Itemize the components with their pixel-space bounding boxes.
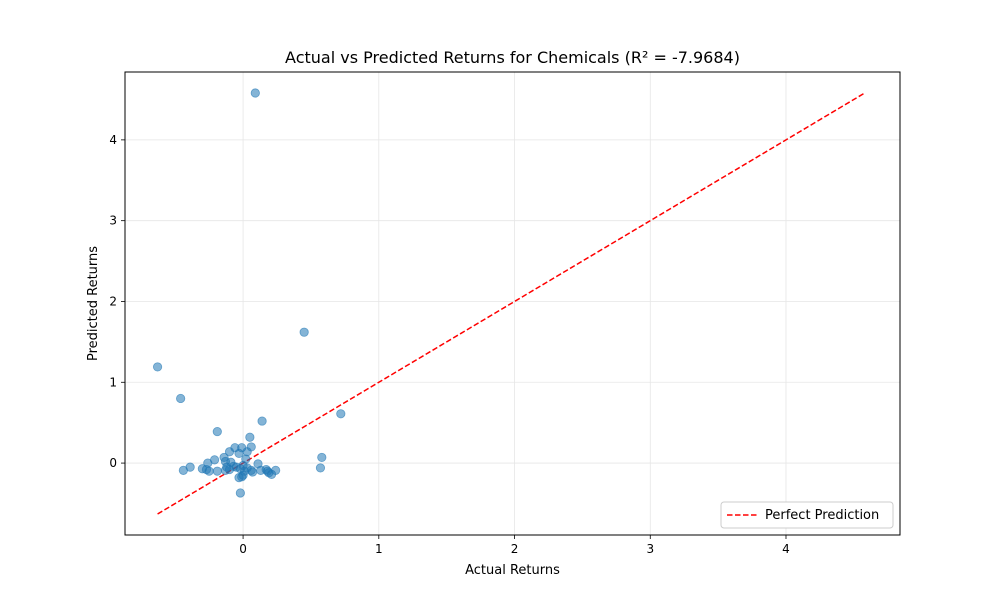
y-axis-ticks: 0 1 2 3 4 (109, 133, 125, 470)
legend-box (720, 501, 894, 529)
data-point (231, 462, 241, 472)
grid (125, 72, 900, 535)
data-point (266, 469, 277, 479)
data-point (212, 466, 222, 476)
data-point (317, 452, 327, 463)
x-tick-label: 3 (646, 542, 654, 556)
plot-frame (124, 71, 901, 536)
x-tick-label: 1 (375, 542, 383, 556)
y-tick-label: 1 (109, 375, 117, 389)
y-tick-label: 4 (109, 133, 117, 147)
data-point (242, 463, 252, 473)
y-tick-label: 2 (109, 294, 117, 308)
data-point (152, 362, 163, 372)
chart-title: Actual vs Predicted Returns for Chemical… (285, 48, 740, 67)
data-point (178, 465, 188, 475)
data-point (234, 473, 244, 483)
data-points (152, 88, 346, 498)
legend: Perfect Prediction (720, 501, 894, 529)
x-tick-label: 2 (511, 542, 519, 556)
data-point (336, 409, 346, 419)
x-axis-ticks: 0 1 2 3 4 (239, 535, 790, 556)
data-point (315, 463, 326, 473)
data-point (224, 447, 235, 457)
legend-label: Perfect Prediction (765, 508, 879, 523)
perfect-prediction-line (157, 92, 866, 515)
x-axis-label: Actual Returns (465, 563, 560, 578)
data-point (250, 88, 260, 98)
x-tick-label: 0 (239, 542, 247, 556)
y-axis-label: Predicted Returns (86, 246, 101, 361)
data-point (245, 432, 255, 442)
data-point (235, 488, 245, 498)
y-tick-label: 3 (109, 214, 117, 228)
data-point (212, 426, 222, 437)
data-point (176, 393, 186, 404)
data-point (220, 465, 231, 475)
data-point (257, 416, 267, 426)
data-point (256, 465, 266, 475)
y-tick-label: 0 (109, 456, 117, 470)
x-tick-label: 4 (782, 542, 790, 556)
data-point (299, 327, 309, 337)
data-point (204, 466, 214, 476)
reference-line-layer (157, 92, 866, 515)
data-point (234, 448, 244, 458)
